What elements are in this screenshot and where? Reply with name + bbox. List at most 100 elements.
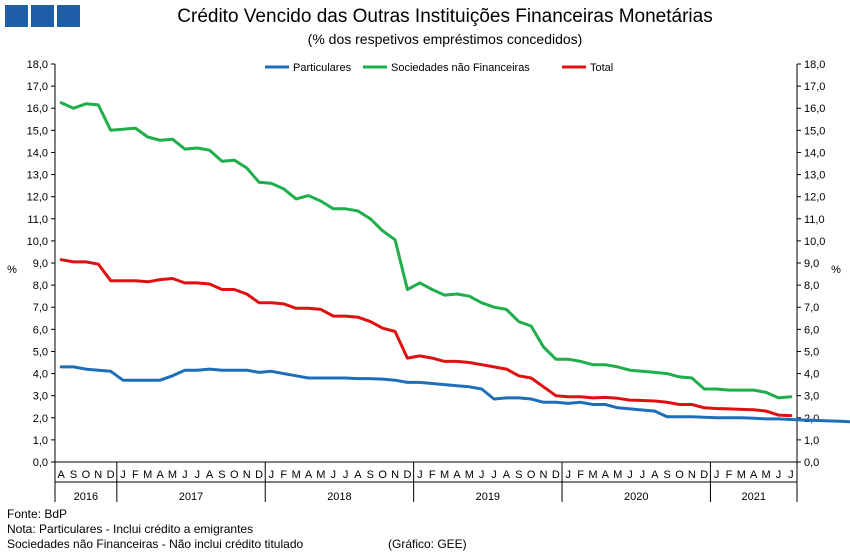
x-tick-label-month: J (788, 469, 794, 481)
x-tick-label-month: A (354, 469, 362, 481)
x-tick-label-month: J (417, 469, 423, 481)
y-tick-label-left: 8,0 (33, 280, 48, 292)
x-tick-label-month: J (331, 469, 337, 481)
y-tick-label-left: 11,0 (27, 214, 48, 226)
x-tick-label-month: M (143, 469, 152, 481)
y-tick-label-right: 6,0 (804, 324, 819, 336)
x-tick-label-month: J (714, 469, 720, 481)
x-tick-label-month: J (640, 469, 646, 481)
x-tick-label-month: S (70, 469, 77, 481)
y-tick-label-left: 13,0 (27, 170, 48, 182)
x-tick-label-month: D (255, 469, 263, 481)
logo-square (5, 5, 28, 27)
x-tick-label-month: J (776, 469, 782, 481)
x-tick-label-month: D (403, 469, 411, 481)
y-tick-label-left: 18,0 (27, 59, 48, 71)
y-tick-label-left: 9,0 (33, 258, 48, 270)
logo-square (57, 5, 80, 27)
x-tick-label-month: O (675, 469, 684, 481)
source-note: Fonte: BdP (7, 507, 68, 521)
x-tick-label-month: N (391, 469, 399, 481)
x-tick-label-month: J (343, 469, 349, 481)
y-tick-label-left: 12,0 (27, 192, 48, 204)
y-tick-label-left: 2,0 (33, 413, 48, 425)
y-tick-label-right: 17,0 (804, 81, 825, 93)
x-tick-label-month: M (613, 469, 622, 481)
x-tick-label-month: A (602, 469, 610, 481)
x-tick-label-month: A (206, 469, 214, 481)
y-tick-label-left: 3,0 (33, 391, 48, 403)
x-tick-label-month: O (378, 469, 387, 481)
line-chart: 0,0 0,01,0 1,02,0 2,03,0 3,04,0 4,05,0 5,06,0 6… (7, 59, 850, 503)
x-tick-label-month: D (700, 469, 708, 481)
x-tick-label-month: M (588, 469, 597, 481)
y-tick-label-left: 0,0 (33, 457, 48, 469)
y-tick-label-right: 11,0 (804, 214, 825, 226)
x-tick-label-month: F (132, 469, 139, 481)
x-tick-label-month: A (58, 469, 66, 481)
y-tick-label-right: 12,0 (804, 192, 825, 204)
x-tick-label-month: A (651, 469, 659, 481)
footnotes: Fonte: BdP Nota: Particulares - Inclui c… (7, 507, 303, 552)
y-tick-label-left: 17,0 (27, 81, 48, 93)
x-tick-label-month: A (453, 469, 461, 481)
y-tick-label-right: 16,0 (804, 103, 825, 115)
x-tick-label-month: M (761, 469, 770, 481)
chart-subtitle: (% dos respetivos empréstimos concedidos… (307, 31, 583, 47)
y-tick-label-right: 9,0 (804, 258, 819, 270)
graph-credit: (Gráfico: GEE) (388, 537, 467, 551)
x-tick-label-month: J (120, 469, 126, 481)
x-tick-label-year: 2019 (476, 491, 500, 503)
x-tick-label-month: N (243, 469, 251, 481)
y-tick-label-right: 13,0 (804, 170, 825, 182)
x-tick-label-month: N (540, 469, 548, 481)
x-tick-label-year: 2016 (74, 491, 98, 503)
series-line-sociedades (59, 101, 793, 400)
y-tick-label-left: 4,0 (33, 369, 48, 381)
y-tick-label-right: 10,0 (804, 236, 825, 248)
logo-square (31, 5, 54, 27)
x-tick-label-month: M (316, 469, 325, 481)
legend-label-sociedades: Sociedades não Financeiras (391, 62, 530, 74)
x-tick-label-month: A (305, 469, 313, 481)
x-tick-label-month: J (182, 469, 188, 481)
y-axis-title-right: % (831, 264, 841, 276)
x-tick-label-month: A (156, 469, 164, 481)
x-tick-label-month: F (577, 469, 584, 481)
legend-label-total: Total (590, 62, 613, 74)
x-tick-label-month: J (565, 469, 571, 481)
x-tick-label-month: O (82, 469, 91, 481)
x-tick-label-month: J (627, 469, 633, 481)
x-tick-label-month: F (280, 469, 287, 481)
y-axis-title-left: % (7, 264, 17, 276)
y-tick-label-right: 8,0 (804, 280, 819, 292)
x-tick-label-month: M (168, 469, 177, 481)
x-tick-label-month: M (465, 469, 474, 481)
x-tick-label-month: S (218, 469, 225, 481)
x-tick-label-month: J (479, 469, 485, 481)
x-tick-label-month: N (688, 469, 696, 481)
x-tick-label-month: A (750, 469, 758, 481)
y-tick-label-right: 1,0 (804, 435, 819, 447)
chart-title: Crédito Vencido das Outras Instituições … (177, 6, 713, 27)
y-tick-label-right: 3,0 (804, 391, 819, 403)
x-tick-label-month: N (94, 469, 102, 481)
x-tick-label-month: S (663, 469, 670, 481)
y-tick-label-right: 15,0 (804, 125, 825, 137)
x-tick-label-month: D (552, 469, 560, 481)
x-tick-label-year: 2020 (624, 491, 648, 503)
y-tick-label-left: 16,0 (27, 103, 48, 115)
y-tick-label-left: 1,0 (33, 435, 48, 447)
y-tick-label-right: 18,0 (804, 59, 825, 71)
x-tick-label-year: 2018 (327, 491, 351, 503)
y-tick-label-left: 14,0 (27, 147, 48, 159)
x-tick-label-year: 2021 (741, 491, 765, 503)
x-tick-label-month: J (194, 469, 200, 481)
x-tick-label-month: S (515, 469, 522, 481)
y-tick-label-left: 10,0 (27, 236, 48, 248)
x-tick-label-month: O (527, 469, 536, 481)
x-tick-label-month: J (491, 469, 497, 481)
note-sociedades: Sociedades não Financeiras - Não inclui … (7, 537, 304, 551)
y-tick-label-left: 7,0 (33, 302, 48, 314)
x-tick-label-month: M (440, 469, 449, 481)
